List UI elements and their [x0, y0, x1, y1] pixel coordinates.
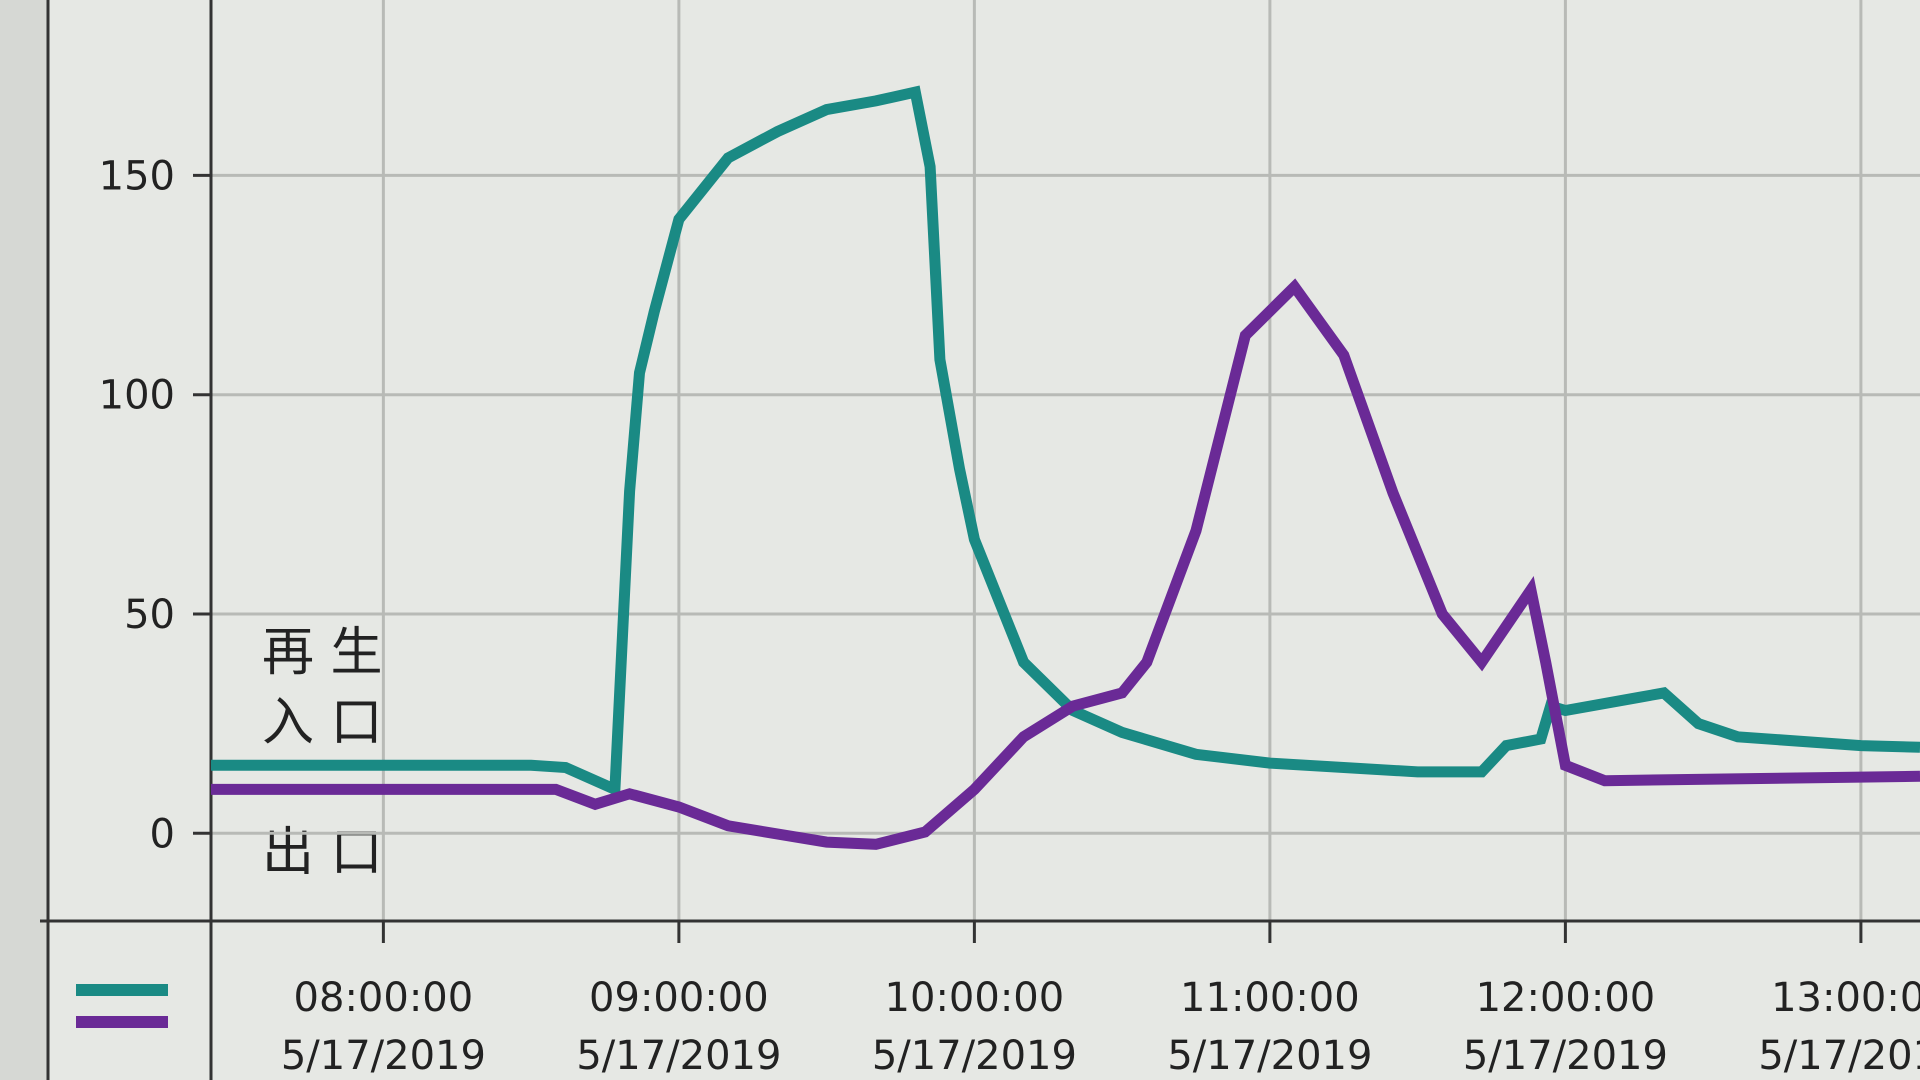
annotation: 再 生 — [262, 623, 383, 683]
annotation: 入 口 — [262, 693, 383, 753]
x-tick-label: 09:00:00 5/17/2019 — [576, 975, 781, 1079]
x-tick-label: 12:00:00 5/17/2019 — [1463, 975, 1668, 1079]
x-tick-label: 08:00:00 5/17/2019 — [281, 975, 486, 1079]
y-tick-label: 0 — [150, 811, 175, 857]
y-tick-label: 100 — [99, 373, 175, 419]
page-edge — [0, 0, 48, 1080]
x-tick-label: 11:00:00 5/17/2019 — [1167, 975, 1372, 1079]
x-tick-label: 13:00:005/17/2019 — [1758, 975, 1920, 1079]
x-tick-label: 10:00:00 5/17/2019 — [872, 975, 1077, 1079]
series-line — [211, 278, 1920, 850]
y-tick-label: 50 — [124, 592, 175, 638]
y-tick-label: 150 — [99, 153, 175, 199]
series-line — [211, 85, 1920, 798]
